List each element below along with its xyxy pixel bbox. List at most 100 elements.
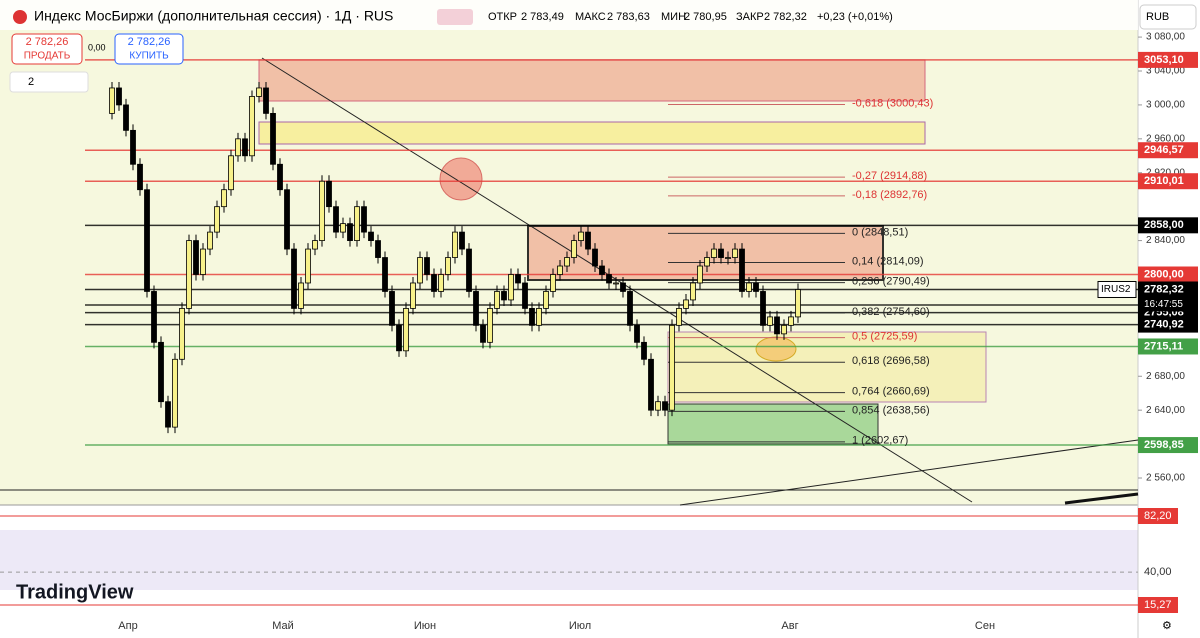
candle-body <box>760 291 766 326</box>
ohlc-value: 2 782,32 <box>764 11 807 23</box>
y-tick-label: 2 840,00 <box>1146 235 1185 246</box>
ohlc-label: МИН <box>661 11 686 23</box>
candle-body <box>480 324 486 343</box>
candle-body <box>228 155 234 191</box>
fib-label: 1 (2602,67) <box>852 435 908 447</box>
candle-body <box>599 265 605 275</box>
sell-label[interactable]: ПРОДАТЬ <box>24 51 71 62</box>
candle-body <box>305 248 311 284</box>
price-badge-label: 2715,11 <box>1144 340 1183 352</box>
sell-button[interactable] <box>11 33 83 65</box>
marker <box>755 336 797 362</box>
candle-body <box>438 274 444 292</box>
candle-body <box>116 87 122 106</box>
price-badge-label: 3053,10 <box>1144 54 1184 66</box>
candle-body <box>144 189 150 292</box>
candle-body <box>788 316 794 326</box>
sell-price[interactable]: 2 782,26 <box>26 36 69 48</box>
price-badge-label: 2782,32 <box>1144 283 1184 295</box>
y-tick-label: 2 920,00 <box>1146 167 1185 178</box>
buy-label[interactable]: КУПИТЬ <box>129 51 169 62</box>
rsi-badge-label: 82,20 <box>1144 510 1172 522</box>
countdown: 16:47:55 <box>1144 299 1183 310</box>
candle-body <box>340 223 346 233</box>
currency-select[interactable] <box>1139 4 1197 30</box>
candle-body <box>606 274 612 284</box>
candle-body <box>193 240 199 275</box>
y-tick-label: 3 000,00 <box>1146 100 1185 111</box>
y-tick-label: 2 640,00 <box>1146 405 1185 416</box>
price-badge <box>1138 266 1198 283</box>
candle-body <box>249 96 255 157</box>
fib-label: -0,27 (2914,88) <box>852 170 927 182</box>
x-tick-label: Июн <box>414 620 436 632</box>
candle-body <box>592 248 598 267</box>
indicators-count[interactable]: 2 <box>28 76 34 88</box>
candle-body <box>445 257 451 275</box>
candle-body <box>515 274 521 284</box>
ohlc-value: 2 780,95 <box>684 11 727 23</box>
candle-body <box>361 206 367 233</box>
price-badge <box>1138 281 1198 298</box>
x-tick-label: Авг <box>781 620 798 632</box>
candle-body <box>172 358 178 428</box>
ohlc-value: 2 783,63 <box>607 11 650 23</box>
price-badge-label: 2800,00 <box>1144 268 1184 280</box>
candle-body <box>410 282 416 309</box>
change: +0,23 (+0,01%) <box>817 11 893 23</box>
fib-label: 0,236 (2790,49) <box>852 275 930 287</box>
candle-body <box>137 163 143 191</box>
candle-body <box>487 308 493 343</box>
candle-body <box>774 316 780 335</box>
candle-body <box>312 240 318 250</box>
candle-body <box>263 87 269 114</box>
candle-body <box>389 291 395 326</box>
price-badge <box>1138 338 1198 355</box>
candle-body <box>655 401 661 411</box>
price-badge-label: 2946,57 <box>1144 144 1184 156</box>
x-tick-label: Апр <box>118 620 137 632</box>
candle-body <box>123 104 129 131</box>
candle-body <box>718 248 724 258</box>
symbol-badge <box>1097 280 1137 298</box>
fib-label: 0,618 (2696,58) <box>852 355 930 367</box>
ohlc-label: ОТКР <box>488 11 517 23</box>
candle-body <box>732 248 738 258</box>
indicators-toggle[interactable] <box>9 71 89 93</box>
zone <box>527 225 884 281</box>
fib-label: 0,5 (2725,59) <box>852 330 917 342</box>
candle-body <box>557 265 563 275</box>
fib-label: -0,618 (3000,43) <box>852 97 933 109</box>
candle-body <box>669 324 675 411</box>
buy-button[interactable] <box>114 33 184 65</box>
candle-body <box>578 231 584 241</box>
candle-body <box>382 257 388 292</box>
candle-body <box>543 291 549 309</box>
candle-body <box>298 282 304 309</box>
candle-body <box>403 308 409 352</box>
zone <box>258 59 926 102</box>
candle-body <box>179 308 185 360</box>
rsi-band <box>0 530 1138 590</box>
settings-icon[interactable]: ⚙ <box>1162 620 1172 632</box>
candle-body <box>697 265 703 284</box>
x-tick-label: Май <box>272 620 294 632</box>
zone <box>667 331 987 403</box>
candle-body <box>683 299 689 309</box>
spread: 0,00 <box>88 42 106 52</box>
trend-line <box>679 439 1139 506</box>
buy-price[interactable]: 2 782,26 <box>128 36 171 48</box>
candle-body <box>711 248 717 258</box>
candle-body <box>130 129 136 165</box>
price-badge-label: 2740,92 <box>1144 319 1184 331</box>
currency[interactable]: RUB <box>1146 11 1169 23</box>
candle-body <box>277 163 283 191</box>
candle-body <box>690 282 696 301</box>
candle-body <box>753 282 759 292</box>
y-tick-label: 2 680,00 <box>1146 371 1185 382</box>
candle-body <box>319 180 325 241</box>
candle-body <box>431 274 437 292</box>
candle-body <box>676 308 682 326</box>
price-badge <box>1138 173 1198 190</box>
zone <box>667 403 879 445</box>
